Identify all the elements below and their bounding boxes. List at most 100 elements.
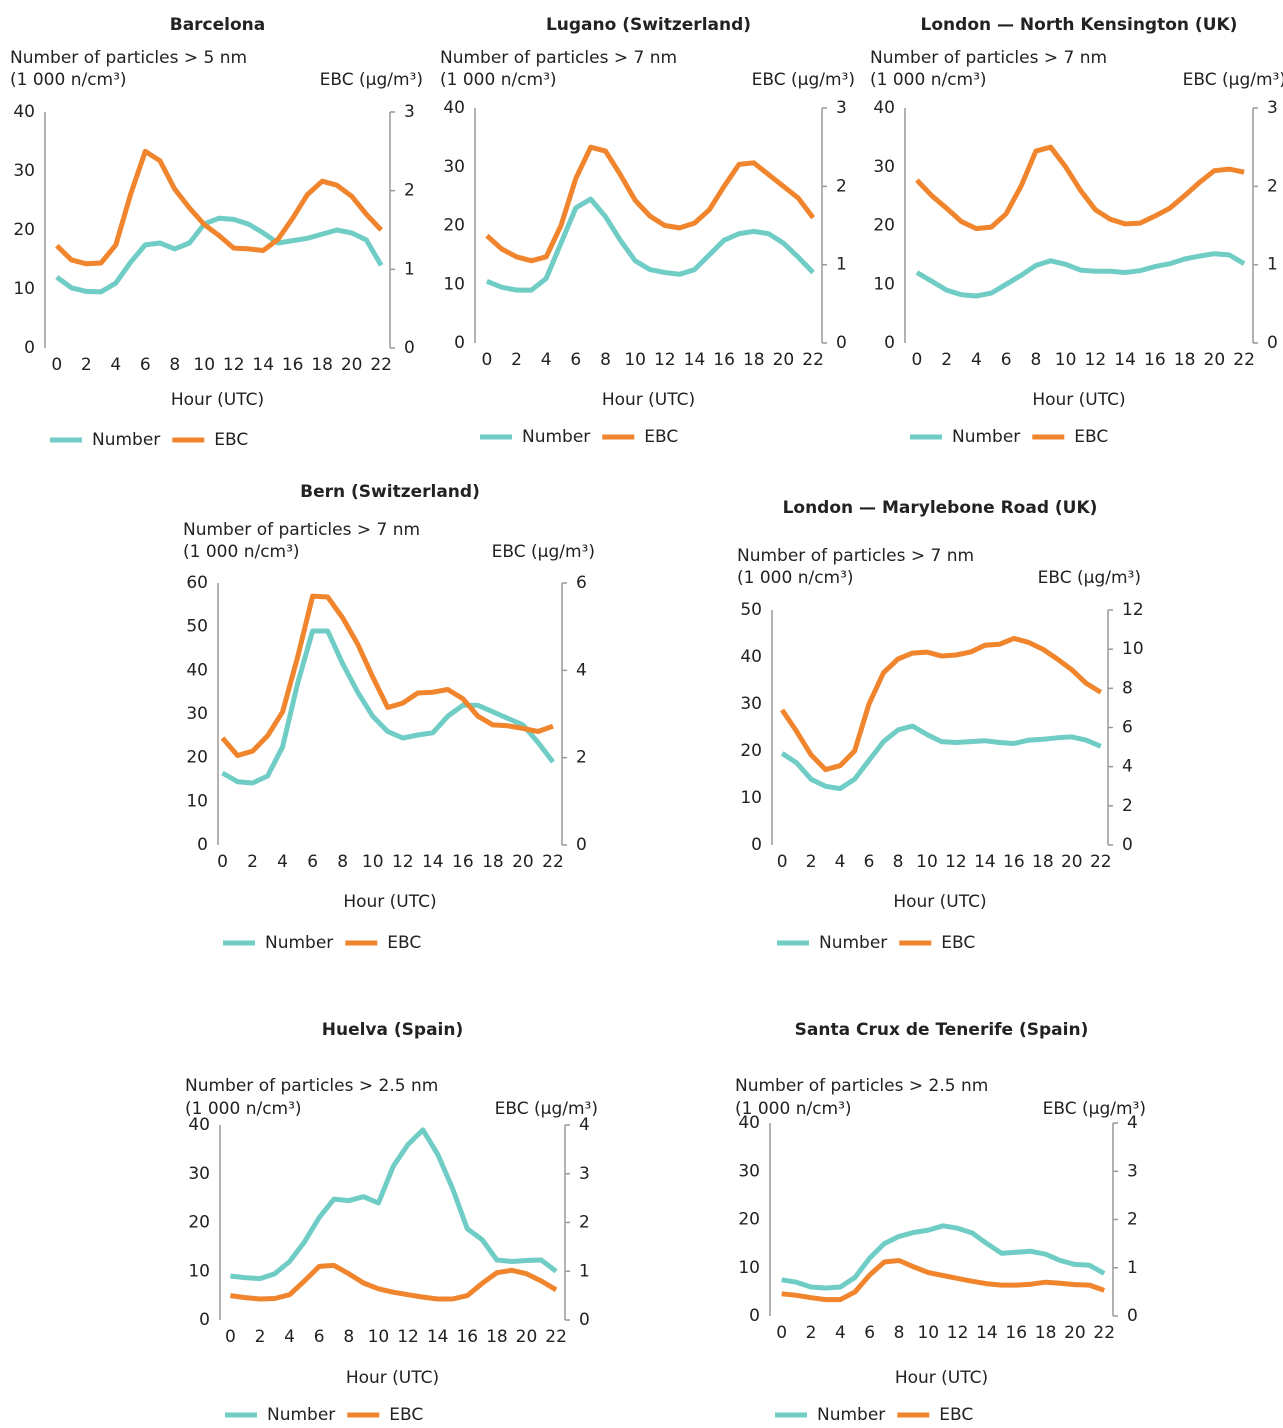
chart-title: Lugano (Switzerland) bbox=[546, 15, 751, 35]
y-tick-label: 40 bbox=[443, 98, 465, 118]
legend-label: Number bbox=[265, 933, 333, 953]
x-tick-label: 12 bbox=[654, 350, 676, 370]
y-tick-label: 30 bbox=[740, 694, 762, 714]
y-tick-label: 20 bbox=[443, 216, 465, 236]
x-tick-label: 12 bbox=[223, 355, 245, 375]
y-tick-label: 10 bbox=[13, 279, 35, 299]
series-line bbox=[55, 148, 384, 267]
y2-tick-label: 10 bbox=[1122, 639, 1144, 659]
y-tick-label: 40 bbox=[740, 647, 762, 667]
x-tick-label: 4 bbox=[835, 852, 846, 872]
y2-tick-label: 0 bbox=[1127, 1306, 1138, 1326]
y2-tick-label: 1 bbox=[579, 1261, 590, 1281]
legend-label: EBC bbox=[644, 427, 678, 447]
y-tick-label: 30 bbox=[738, 1161, 760, 1181]
legend-label: Number bbox=[819, 933, 887, 953]
legend-label: EBC bbox=[214, 430, 248, 450]
y2-tick-label: 2 bbox=[576, 748, 587, 768]
series-line bbox=[915, 251, 1246, 299]
x-tick-label: 10 bbox=[362, 852, 384, 872]
y2-tick-label: 0 bbox=[579, 1310, 590, 1330]
x-tick-label: 18 bbox=[486, 1327, 508, 1347]
y2-axis-label: EBC (µg/m³) bbox=[752, 70, 855, 90]
y2-tick-label: 4 bbox=[576, 660, 587, 680]
y2-tick-label: 2 bbox=[404, 181, 415, 201]
x-tick-label: 0 bbox=[481, 350, 492, 370]
chart-panel: London — North Kensington (UK) Number of … bbox=[870, 15, 1283, 447]
y2-tick-label: 4 bbox=[1122, 757, 1133, 777]
y-tick-label: 30 bbox=[188, 1164, 210, 1184]
y2-tick-label: 0 bbox=[1122, 835, 1133, 855]
x-tick-label: 8 bbox=[337, 852, 348, 872]
x-tick-label: 20 bbox=[1064, 1323, 1086, 1343]
y-tick-label: 30 bbox=[443, 157, 465, 177]
y-tick-label: 30 bbox=[873, 157, 895, 177]
chart-panel: Barcelona Number of particles > 5 nm(1 00… bbox=[10, 15, 423, 450]
x-tick-label: 20 bbox=[341, 355, 363, 375]
x-tick-label: 22 bbox=[545, 1327, 567, 1347]
x-tick-label: 6 bbox=[314, 1327, 325, 1347]
x-tick-label: 10 bbox=[917, 1323, 939, 1343]
x-tick-label: 16 bbox=[1144, 350, 1166, 370]
y-tick-label: 40 bbox=[873, 98, 895, 118]
x-axis-label: Hour (UTC) bbox=[602, 390, 695, 410]
series-line bbox=[485, 144, 816, 264]
x-tick-label: 12 bbox=[392, 852, 414, 872]
y-axis-label: (1 000 n/cm³) bbox=[185, 1099, 302, 1119]
x-tick-label: 22 bbox=[802, 350, 824, 370]
y2-tick-label: 3 bbox=[1267, 98, 1278, 118]
legend-label: EBC bbox=[387, 933, 421, 953]
legend-label: EBC bbox=[389, 1405, 423, 1425]
y-tick-label: 40 bbox=[188, 1115, 210, 1135]
y-tick-label: 50 bbox=[186, 617, 208, 637]
x-tick-label: 18 bbox=[1174, 350, 1196, 370]
y2-axis-label: EBC (µg/m³) bbox=[1038, 568, 1141, 588]
x-tick-label: 6 bbox=[1001, 350, 1012, 370]
y-tick-label: 0 bbox=[749, 1306, 760, 1326]
x-tick-label: 2 bbox=[511, 350, 522, 370]
legend-label: EBC bbox=[939, 1405, 973, 1425]
series-line bbox=[230, 1127, 558, 1282]
x-tick-label: 20 bbox=[1061, 852, 1083, 872]
x-tick-label: 10 bbox=[916, 852, 938, 872]
x-tick-label: 14 bbox=[422, 852, 444, 872]
y-axis-label: Number of particles > 7 nm bbox=[870, 48, 1107, 68]
y2-tick-label: 4 bbox=[579, 1115, 590, 1135]
chart-title: Santa Crux de Tenerife (Spain) bbox=[795, 1020, 1089, 1040]
y-tick-label: 40 bbox=[13, 102, 35, 122]
y-tick-label: 10 bbox=[740, 788, 762, 808]
y-tick-label: 20 bbox=[186, 748, 208, 768]
y2-tick-label: 0 bbox=[404, 338, 415, 358]
y2-tick-label: 2 bbox=[1122, 796, 1133, 816]
x-tick-label: 8 bbox=[1030, 350, 1041, 370]
x-tick-label: 14 bbox=[974, 852, 996, 872]
y-axis-label: Number of particles > 2.5 nm bbox=[735, 1076, 988, 1096]
x-tick-label: 0 bbox=[225, 1327, 236, 1347]
x-axis-label: Hour (UTC) bbox=[893, 892, 986, 912]
x-tick-label: 4 bbox=[541, 350, 552, 370]
y2-tick-label: 6 bbox=[576, 573, 587, 593]
x-tick-label: 20 bbox=[512, 852, 534, 872]
x-tick-label: 0 bbox=[51, 355, 62, 375]
y-tick-label: 50 bbox=[740, 600, 762, 620]
x-tick-label: 6 bbox=[864, 1323, 875, 1343]
x-tick-label: 4 bbox=[110, 355, 121, 375]
y-tick-label: 30 bbox=[186, 704, 208, 724]
y-tick-label: 60 bbox=[186, 573, 208, 593]
y-tick-label: 20 bbox=[188, 1213, 210, 1233]
y2-tick-label: 3 bbox=[579, 1164, 590, 1184]
y-axis-label: Number of particles > 7 nm bbox=[183, 520, 420, 540]
x-tick-label: 16 bbox=[713, 350, 735, 370]
x-tick-label: 8 bbox=[893, 852, 904, 872]
y2-tick-label: 3 bbox=[836, 98, 847, 118]
y2-tick-label: 6 bbox=[1122, 718, 1133, 738]
x-tick-label: 2 bbox=[806, 1323, 817, 1343]
y-tick-label: 40 bbox=[738, 1113, 760, 1133]
legend-label: EBC bbox=[1074, 427, 1108, 447]
y2-tick-label: 3 bbox=[1127, 1161, 1138, 1181]
series-line bbox=[230, 1262, 558, 1302]
x-axis-label: Hour (UTC) bbox=[171, 390, 264, 410]
x-tick-label: 6 bbox=[570, 350, 581, 370]
x-tick-label: 6 bbox=[864, 852, 875, 872]
